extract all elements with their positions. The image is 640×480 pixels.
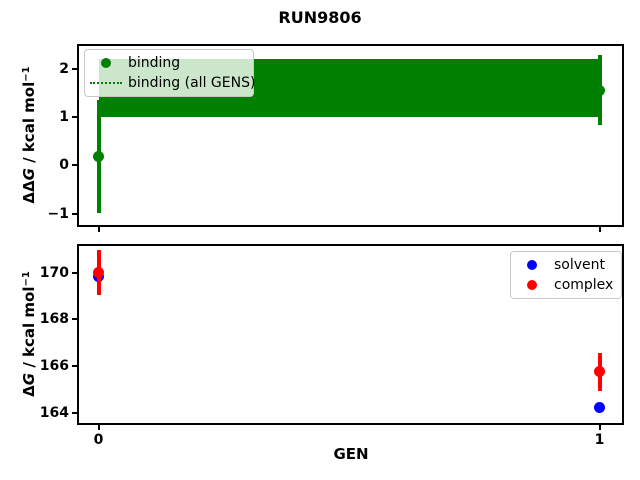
y-tick-label: 164 [39,404,69,421]
x-tick [97,227,100,232]
solvent-dot-icon [527,260,537,270]
legend-item-binding-all-gens: binding (all GENS) [90,73,255,93]
complex-dot-icon [527,280,537,290]
y-tick-label: 170 [39,264,69,281]
bottom-legend: solvent complex [510,251,622,299]
y-tick-label: 1 [59,109,69,126]
legend-label: binding (all GENS) [128,75,256,91]
legend-label: complex [554,277,614,293]
legend-item-binding: binding [90,53,248,73]
data-point-complex [93,267,104,278]
x-tick [598,227,601,232]
y-tick [72,365,77,368]
y-tick [72,68,77,71]
y-tick [72,318,77,321]
legend-handle [516,260,548,270]
bottom-axes-frame [77,244,624,425]
binding-all-gens-dotted-line-icon [90,82,122,84]
chart-title: RUN9806 [278,8,362,27]
data-point-solvent [594,401,605,413]
y-tick-label: 0 [59,157,69,174]
data-point-complex [594,366,605,378]
y-tick [72,411,77,414]
y-tick-label: 166 [39,358,69,375]
legend-item-solvent: solvent [516,255,616,275]
y-tick [72,164,77,167]
legend-handle [90,58,122,68]
legend-item-complex: complex [516,275,616,295]
y-tick [72,116,77,119]
x-tick-label: 0 [93,432,104,448]
legend-label: binding [128,55,181,71]
top-legend: binding binding (all GENS) [84,49,255,97]
legend-label: solvent [554,257,606,273]
legend-handle [516,280,548,290]
data-point-binding [93,151,104,163]
y-tick-label: 2 [59,61,69,78]
y-tick [72,212,77,215]
y-tick-label: −1 [47,205,69,222]
ylabel-prefix: Δ [20,385,38,397]
data-point-binding [594,84,605,96]
x-tick [97,425,100,430]
y-tick-label: 168 [39,311,69,328]
y-tick [72,271,77,274]
binding-dot-icon [101,58,111,68]
x-tick [598,425,601,430]
legend-handle [90,82,122,84]
ylabel-prefix: ΔΔ [20,180,38,204]
x-axis-label: GEN [333,445,369,463]
x-tick-label: 1 [594,432,605,448]
top-axes-frame [77,44,624,227]
